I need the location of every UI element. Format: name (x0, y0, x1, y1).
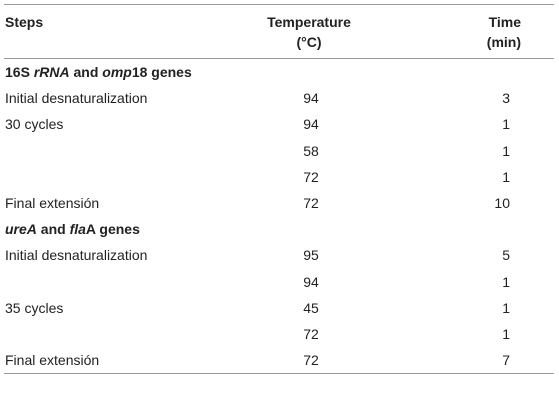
time-cell: 1 (502, 299, 510, 316)
section-heading-italic: fla (69, 221, 86, 238)
table-row: Initial desnaturalization 95 5 (4, 242, 554, 268)
temperature-cell: 94 (303, 90, 319, 107)
header-temperature-unit: (°C) (296, 34, 322, 50)
time-cell: 3 (502, 90, 510, 107)
table-header: Steps Temperature (°C) Time (min) (4, 4, 554, 59)
table-body: 16S rRNA and omp18 genes Initial desnatu… (4, 59, 554, 375)
table-row: 72 1 (4, 164, 554, 190)
header-time-unit: (min) (486, 34, 521, 50)
header-steps: Steps (4, 4, 209, 59)
section-heading-italic: ureA (5, 221, 37, 238)
table-row: Final extensión 72 10 (4, 190, 554, 216)
temperature-cell: 58 (303, 142, 319, 159)
section-heading-16s-omp18: 16S rRNA and omp18 genes (4, 59, 554, 86)
header-temperature-label: Temperature (267, 14, 351, 30)
table-row: Final extensión 72 7 (4, 347, 554, 375)
section-heading-text: and (69, 64, 103, 81)
section-heading-italic: rRNA (33, 64, 70, 81)
time-cell: 1 (502, 273, 510, 290)
step-cell: Final extensión (5, 195, 100, 212)
time-cell: 1 (502, 168, 510, 185)
time-cell: 10 (494, 195, 510, 212)
section-heading-text: and (36, 221, 70, 238)
section-heading-text: 18 genes (131, 64, 192, 81)
table-row: 30 cycles 94 1 (4, 111, 554, 137)
table-row: 35 cycles 45 1 (4, 295, 554, 321)
section-heading-cell: ureA and flaA genes (4, 216, 554, 242)
time-cell: 1 (502, 142, 510, 159)
header-temperature: Temperature (°C) (209, 4, 409, 59)
temperature-cell: 72 (303, 168, 319, 185)
step-cell: Initial desnaturalization (5, 90, 148, 107)
header-time: Time (min) (409, 4, 554, 59)
section-heading-text: A genes (85, 221, 140, 238)
step-cell: Initial desnaturalization (5, 247, 148, 264)
temperature-cell: 72 (303, 195, 319, 212)
section-heading-text: 16S (5, 64, 34, 81)
table-row: Initial desnaturalization 94 3 (4, 85, 554, 111)
step-cell (4, 269, 209, 295)
section-heading-cell: 16S rRNA and omp18 genes (4, 59, 554, 86)
time-cell: 5 (502, 247, 510, 264)
time-cell: 7 (409, 347, 554, 375)
step-cell: 35 cycles (5, 299, 64, 316)
temperature-cell: 94 (303, 273, 319, 290)
header-time-label: Time (488, 14, 521, 30)
step-cell: 30 cycles (5, 116, 64, 133)
section-heading-italic: omp (102, 64, 132, 81)
temperature-cell: 45 (303, 299, 319, 316)
temperature-cell: 72 (209, 347, 409, 375)
section-heading-urea-flaa: ureA and flaA genes (4, 216, 554, 242)
step-cell (4, 321, 209, 347)
temperature-cell: 72 (303, 325, 319, 342)
step-cell (4, 164, 209, 190)
pcr-conditions-table-container: Steps Temperature (°C) Time (min) 16S rR… (4, 4, 554, 375)
header-row: Steps Temperature (°C) Time (min) (4, 4, 554, 59)
temperature-cell: 94 (303, 116, 319, 133)
temperature-cell: 95 (303, 247, 319, 264)
table-row: 72 1 (4, 321, 554, 347)
time-cell: 1 (502, 325, 510, 342)
step-cell (4, 138, 209, 164)
pcr-conditions-table: Steps Temperature (°C) Time (min) 16S rR… (4, 4, 554, 375)
time-cell: 1 (502, 116, 510, 133)
table-row: 58 1 (4, 138, 554, 164)
table-row: 94 1 (4, 269, 554, 295)
header-steps-label: Steps (5, 14, 44, 30)
step-cell: Final extensión (4, 347, 209, 375)
